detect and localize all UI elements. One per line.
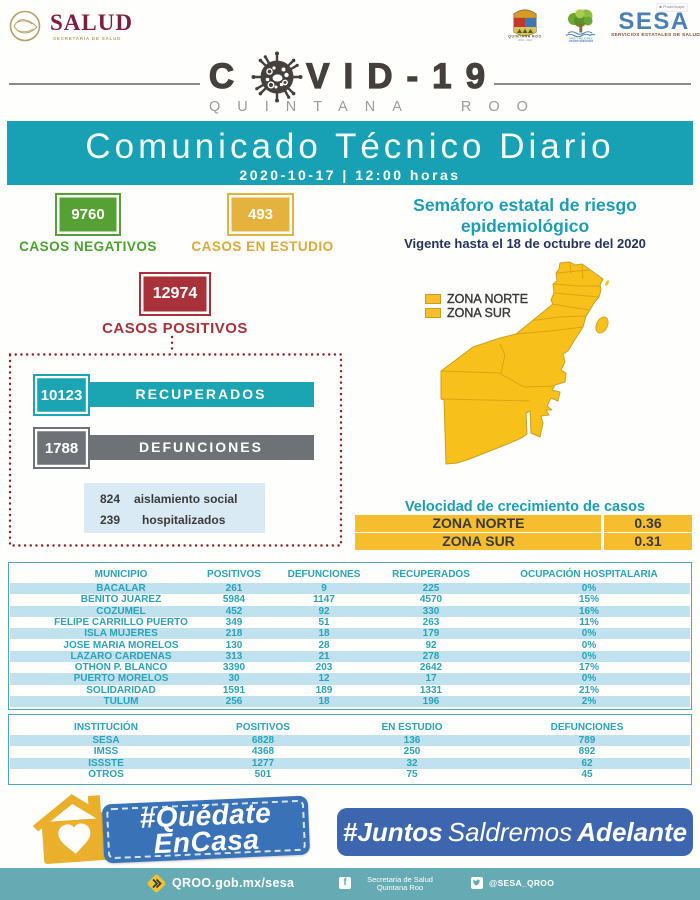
svg-text:OPORTUNIDADES: OPORTUNIDADES — [569, 39, 594, 42]
svg-text:2016 - 2022: 2016 - 2022 — [518, 38, 532, 42]
svg-text:MÁS Y MEJORES: MÁS Y MEJORES — [570, 37, 593, 41]
svg-text:QUINTANA ROO: QUINTANA ROO — [508, 35, 541, 39]
